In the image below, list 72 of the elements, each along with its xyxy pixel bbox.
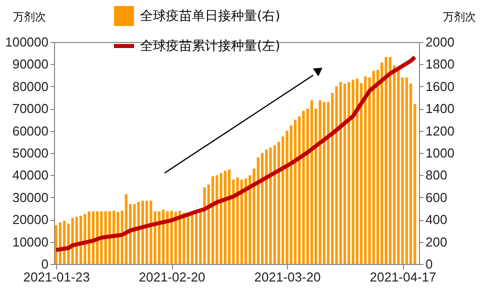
bar: [236, 177, 239, 264]
bar: [211, 176, 214, 264]
bar: [397, 68, 400, 264]
bar: [224, 170, 226, 264]
y-tick-label: 80000: [12, 78, 48, 94]
y-tick-label: 20000: [12, 212, 48, 228]
y-axis-title: 万剂次: [13, 10, 46, 24]
y-tick-label: 90000: [12, 56, 48, 72]
line-series: [54, 55, 417, 252]
bar: [384, 56, 388, 264]
bar: [405, 78, 408, 264]
bar: [186, 212, 190, 264]
bar: [273, 145, 276, 264]
x-tick-label: 2021-02-20: [138, 270, 206, 284]
bar: [364, 76, 367, 264]
bar: [310, 100, 314, 264]
bar: [265, 150, 268, 264]
bar: [203, 187, 206, 264]
y-tick-label: 70000: [12, 101, 48, 116]
bar: [335, 86, 338, 264]
bar: [260, 153, 264, 264]
bar: [294, 120, 297, 264]
bar: [318, 100, 322, 264]
bar: [372, 70, 375, 264]
bar: [145, 200, 148, 264]
bar: [54, 225, 58, 264]
bar: [388, 56, 392, 264]
y2-tick-label: 200: [426, 234, 448, 250]
y2-tick-label: 0: [426, 256, 433, 272]
y2-tick-label: 600: [426, 190, 448, 205]
bar: [141, 200, 144, 264]
bar: [352, 80, 354, 264]
y2-tick-label: 400: [426, 212, 448, 228]
bar: [137, 202, 140, 264]
y2-tick-label: 1200: [426, 123, 454, 138]
legend-label: 全球疫苗累计接种量(左): [140, 39, 280, 54]
bar: [194, 212, 198, 264]
x-tick-label: 2021-04-17: [370, 270, 436, 284]
x-tick-label: 2021-01-23: [23, 270, 90, 284]
bar: [356, 78, 358, 264]
y2-tick-label: 1400: [426, 101, 454, 116]
bar: [322, 102, 326, 264]
bar: [256, 157, 260, 264]
bar: [124, 194, 128, 264]
bar: [150, 200, 152, 264]
legend-label: 全球疫苗单日接种量(右): [140, 9, 280, 24]
y2-tick-label: 1000: [426, 146, 454, 160]
bar: [133, 204, 136, 264]
bar: [220, 172, 222, 264]
bar: [348, 82, 350, 264]
y-tick-label: 100000: [5, 34, 48, 50]
y2-tick-label: 800: [426, 168, 448, 183]
bar: [228, 170, 231, 264]
y-tick-label: 0: [41, 256, 48, 272]
x-tick-label: 2021-03-20: [254, 270, 321, 284]
y-tick-label: 10000: [12, 234, 48, 250]
bar: [240, 180, 243, 264]
bar: [302, 110, 305, 264]
y2-axis-title: 万剂次: [443, 10, 476, 24]
bar: [244, 178, 248, 264]
y-tick-label: 50000: [12, 146, 48, 160]
bar: [339, 82, 342, 264]
y-tick-label: 30000: [12, 190, 48, 205]
y2-tick-label: 1600: [426, 78, 454, 94]
bar: [343, 84, 346, 264]
y2-tick-label: 2000: [426, 34, 454, 50]
bar: [170, 210, 173, 264]
y-tick-label: 60000: [12, 123, 48, 138]
y-tick-label: 40000: [12, 168, 48, 183]
y2-tick-label: 1800: [426, 56, 454, 72]
bar: [269, 147, 272, 264]
bar: [216, 175, 218, 264]
